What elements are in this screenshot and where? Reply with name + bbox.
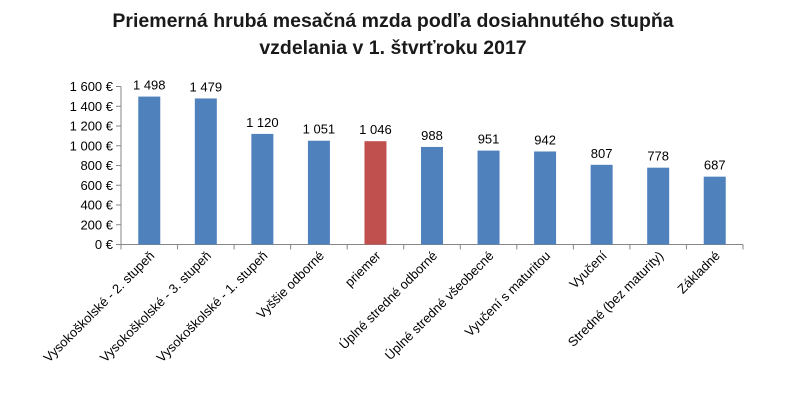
data-label: 942 [534, 132, 556, 147]
data-label: 1 498 [133, 78, 166, 93]
data-label: 1 479 [190, 79, 223, 94]
y-tick-label: 1 600 € [70, 79, 114, 94]
bar [703, 176, 726, 245]
data-label: 988 [421, 128, 443, 143]
y-tick-label: 600 € [80, 178, 113, 193]
bar [364, 141, 387, 245]
bar [534, 151, 557, 245]
data-label: 1 046 [359, 122, 392, 137]
data-label: 807 [591, 146, 613, 161]
x-tick-label: Úplné stredné všeobecné [382, 248, 497, 363]
x-tick-label: Stredné (bez maturity) [565, 248, 667, 350]
x-tick-label: priemer [342, 248, 384, 290]
x-tick-label: Vysokoškolské - 1. stupeň [153, 248, 270, 365]
x-tick-label: Vyučení [566, 248, 610, 292]
x-tick-label: Základné [674, 248, 722, 296]
y-tick-label: 1 200 € [70, 119, 114, 134]
data-label: 687 [704, 158, 726, 173]
bar [590, 164, 613, 245]
y-tick-label: 0 € [95, 237, 114, 252]
chart-title-line-2: vzdelania v 1. štvrťroku 2017 [259, 37, 527, 59]
data-label: 951 [478, 132, 500, 147]
bar [307, 140, 330, 245]
y-tick-label: 400 € [80, 198, 113, 213]
bar [194, 98, 217, 245]
bar [647, 167, 670, 245]
y-tick-label: 1 000 € [70, 138, 114, 153]
bar [477, 150, 500, 245]
y-tick-label: 800 € [80, 158, 113, 173]
bar [251, 133, 274, 245]
data-label: 1 051 [303, 122, 336, 137]
data-label: 778 [647, 149, 669, 164]
y-tick-label: 200 € [80, 217, 113, 232]
y-tick-label: 1 400 € [70, 99, 114, 114]
bar [138, 96, 161, 245]
bar [421, 146, 443, 245]
x-tick-label: Úplné stredné odborné [336, 248, 440, 352]
chart-title-line-1: Priemerná hrubá mesačná mzda podľa dosia… [112, 10, 674, 32]
chart-title: Priemerná hrubá mesačná mzda podľa dosia… [0, 8, 786, 62]
x-tick-label: Vysokoškolské - 2. stupeň [40, 248, 157, 365]
data-label: 1 120 [246, 115, 279, 130]
x-tick-label: Vysokoškolské - 3. stupeň [97, 248, 214, 365]
